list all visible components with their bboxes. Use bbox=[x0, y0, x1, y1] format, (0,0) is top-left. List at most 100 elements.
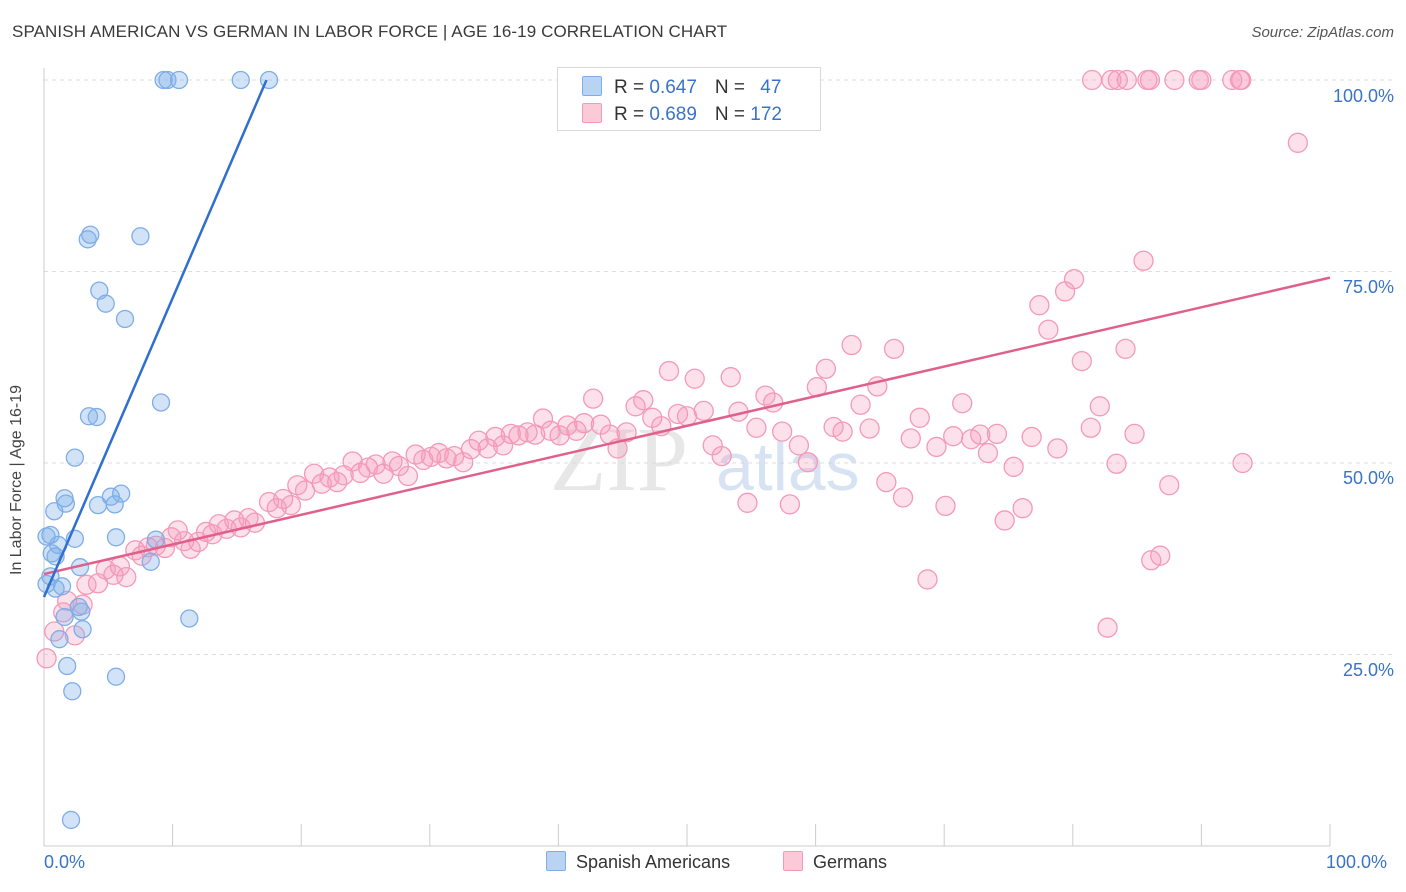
german-point bbox=[986, 423, 1008, 445]
german-point bbox=[711, 445, 732, 467]
spanish-point bbox=[105, 495, 124, 514]
legend-row-spanish: R = 0.647 N = 47 bbox=[582, 76, 781, 98]
german-point bbox=[737, 492, 758, 513]
german-point bbox=[397, 465, 419, 487]
german-point bbox=[720, 367, 741, 388]
spanish-point bbox=[72, 602, 91, 621]
spanish-point bbox=[231, 70, 250, 90]
watermark-atlas: atlas bbox=[716, 429, 860, 505]
german-point bbox=[1080, 417, 1101, 438]
spanish-point bbox=[169, 70, 189, 90]
legend-n-value: 172 bbox=[750, 104, 782, 125]
spanish-point bbox=[154, 70, 173, 90]
german-point bbox=[1106, 453, 1127, 474]
german-point bbox=[1029, 295, 1050, 316]
german-point bbox=[1089, 396, 1110, 417]
spanish-point bbox=[96, 294, 115, 313]
german-point bbox=[492, 435, 514, 456]
watermark: ZIP atlas bbox=[550, 408, 860, 510]
german-point bbox=[56, 590, 78, 612]
german-point bbox=[797, 452, 819, 473]
y-tick-label: 100.0% bbox=[1332, 86, 1394, 106]
legend-row-german: R = 0.689 N = 172 bbox=[582, 103, 782, 125]
german-point bbox=[876, 471, 897, 493]
x-tick-label: 100.0% bbox=[1326, 852, 1388, 872]
german-point bbox=[935, 495, 956, 517]
legend-n-value: 47 bbox=[760, 77, 782, 98]
german-point bbox=[815, 358, 837, 379]
german-point bbox=[952, 393, 973, 414]
german-point bbox=[500, 423, 521, 445]
watermark-zip: ZIP bbox=[550, 408, 688, 510]
source-label: Source: ZipAtlas.com bbox=[1251, 24, 1394, 41]
spanish-point bbox=[151, 393, 171, 412]
german-point bbox=[1038, 319, 1059, 340]
german-trend-line bbox=[43, 276, 1331, 576]
german-point bbox=[1012, 498, 1033, 519]
german-point bbox=[1097, 617, 1118, 638]
german-point bbox=[693, 400, 714, 422]
german-point bbox=[1231, 69, 1252, 91]
german-points bbox=[36, 69, 1308, 669]
legend-swatch-spanish bbox=[582, 76, 602, 96]
german-point bbox=[658, 360, 680, 382]
german-point bbox=[1287, 132, 1308, 153]
german-point bbox=[436, 448, 457, 469]
german-point bbox=[566, 420, 587, 441]
bottom-legend-label-spanish: Spanish Americans bbox=[576, 852, 731, 872]
legend-swatch-german bbox=[582, 103, 602, 123]
bottom-legend-swatch-spanish bbox=[546, 851, 566, 871]
legend-r-value: 0.689 bbox=[649, 104, 697, 125]
german-point bbox=[167, 520, 188, 541]
spanish-points bbox=[37, 70, 279, 830]
german-point bbox=[1081, 69, 1103, 91]
german-point bbox=[883, 338, 905, 360]
german-point bbox=[1133, 250, 1154, 271]
spanish-point bbox=[115, 309, 135, 329]
german-point bbox=[1164, 69, 1185, 91]
german-point bbox=[926, 436, 947, 458]
german-point bbox=[1047, 438, 1068, 459]
legend-n-label: N = bbox=[714, 77, 751, 98]
spanish-point bbox=[146, 530, 166, 549]
german-point bbox=[1021, 426, 1042, 448]
german-point bbox=[841, 334, 862, 356]
german-point bbox=[453, 452, 474, 473]
trend-lines bbox=[42, 79, 1331, 598]
german-point bbox=[36, 648, 57, 669]
german-point bbox=[342, 451, 363, 472]
german-point bbox=[859, 418, 880, 439]
legend-r-label: R = bbox=[614, 104, 650, 125]
spanish-point bbox=[73, 620, 92, 639]
legend-box: R = 0.647 N = 47 R = 0.689 N = 172 bbox=[557, 67, 821, 131]
german-point bbox=[943, 426, 964, 447]
german-point bbox=[517, 422, 538, 443]
y-tick-label: 75.0% bbox=[1342, 277, 1394, 297]
german-point bbox=[1150, 545, 1171, 566]
legend-n-label: N = bbox=[714, 104, 751, 125]
spanish-point bbox=[55, 607, 74, 627]
spanish-point bbox=[65, 448, 85, 467]
german-point bbox=[1107, 69, 1128, 91]
legend-r-value: 0.647 bbox=[649, 77, 697, 98]
german-point bbox=[485, 426, 506, 448]
german-point bbox=[1191, 69, 1212, 91]
german-point bbox=[763, 392, 784, 413]
german-point bbox=[977, 442, 999, 464]
german-point bbox=[1063, 269, 1085, 290]
german-point bbox=[892, 487, 914, 508]
x-tick-label: 0.0% bbox=[44, 852, 86, 872]
german-point bbox=[779, 494, 801, 515]
german-point bbox=[788, 435, 810, 456]
german-point bbox=[1003, 456, 1024, 477]
bottom-legend-swatch-german bbox=[783, 851, 803, 871]
german-point bbox=[616, 422, 637, 443]
spanish-point bbox=[180, 609, 199, 628]
german-point bbox=[280, 494, 302, 516]
german-point bbox=[532, 408, 554, 429]
german-point bbox=[477, 438, 498, 459]
spanish-point bbox=[50, 630, 69, 649]
y-tick-label: 50.0% bbox=[1342, 468, 1394, 488]
legend-r-label: R = bbox=[614, 77, 650, 98]
